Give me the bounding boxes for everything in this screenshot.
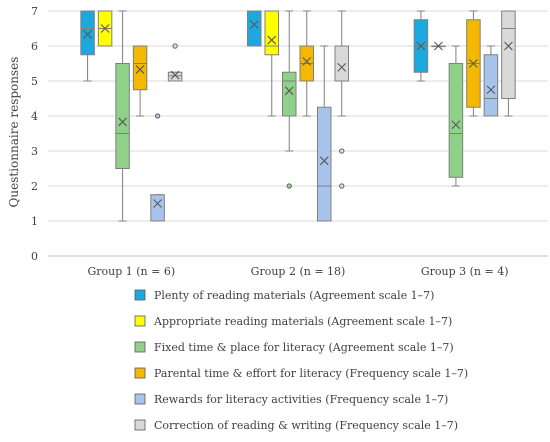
box-1-group-1	[80, 10, 95, 82]
legend-swatch	[134, 419, 146, 431]
x-category-label: Group 1 (n = 6)	[87, 265, 175, 278]
legend-swatch	[134, 341, 146, 353]
box-6-group-2	[334, 10, 349, 189]
box-3-group-1	[115, 10, 130, 222]
x-axis-categories: Group 1 (n = 6) Group 2 (n = 18) Group 3 (…	[87, 265, 508, 278]
mean-marker	[416, 41, 426, 51]
box	[264, 10, 279, 56]
box	[132, 45, 148, 91]
x-category-label: Group 3 (n = 4)	[421, 265, 509, 278]
y-axis-ticks: 0 1 2 3 4 5 6 7	[31, 5, 38, 263]
y-tick-label: 3	[31, 145, 38, 158]
y-tick-label: 1	[31, 215, 38, 228]
mean-marker	[469, 59, 478, 68]
legend-swatch	[134, 315, 146, 327]
box	[115, 63, 130, 169]
legend-item: Parental time & effort for literacy (Fre…	[134, 367, 468, 380]
mean-marker	[153, 199, 162, 208]
box	[334, 45, 349, 82]
legend-label: Correction of reading & writing (Frequen…	[154, 419, 458, 432]
outlier-point	[339, 148, 345, 154]
box	[483, 54, 499, 117]
plot-area	[80, 10, 516, 222]
box	[501, 10, 516, 99]
legend-swatch	[134, 393, 146, 405]
legend-item: Appropriate reading materials (Agreement…	[134, 315, 452, 328]
box-1-group-2	[247, 10, 262, 47]
legend-label: Fixed time & place for literacy (Agreeme…	[154, 341, 454, 354]
mean-marker	[486, 85, 496, 95]
box	[247, 10, 262, 47]
mean-marker	[135, 65, 145, 74]
box-2-group-1	[97, 10, 113, 47]
box	[80, 10, 95, 56]
box	[317, 106, 332, 222]
mean-marker	[284, 86, 294, 96]
grid-lines	[48, 10, 548, 257]
legend-item: Rewards for literacy activities (Frequen…	[134, 393, 448, 406]
y-tick-label: 6	[31, 40, 38, 53]
mean-marker	[319, 156, 329, 166]
legend-item: Plenty of reading materials (Agreement s…	[134, 289, 434, 302]
mean-marker	[302, 57, 312, 66]
box	[448, 63, 464, 178]
box-5-group-1	[150, 113, 165, 222]
box-3-group-3	[448, 45, 464, 187]
box-1-group-3	[413, 10, 429, 82]
box-4-group-1	[132, 45, 148, 117]
legend-label: Parental time & effort for literacy (Fre…	[154, 367, 468, 380]
y-tick-label: 5	[31, 75, 38, 88]
outlier-point	[154, 113, 161, 119]
mean-marker	[267, 35, 277, 45]
mean-marker	[434, 41, 443, 51]
mean-marker	[100, 24, 110, 33]
legend-swatch	[134, 289, 146, 301]
legend-label: Appropriate reading materials (Agreement…	[153, 315, 452, 328]
box-4-group-3	[466, 10, 481, 117]
mean-marker	[83, 30, 92, 39]
outlier-point	[339, 183, 345, 189]
legend: Plenty of reading materials (Agreement s…	[134, 289, 468, 432]
mean-marker	[170, 70, 180, 80]
mean-marker	[451, 120, 461, 130]
mean-marker	[249, 20, 259, 30]
mean-marker	[118, 117, 127, 127]
box-6-group-3	[501, 10, 516, 117]
legend-label: Plenty of reading materials (Agreement s…	[154, 289, 434, 302]
box-2-group-2	[264, 10, 279, 117]
box-2-group-3	[431, 41, 446, 51]
box-5-group-3	[483, 45, 499, 117]
box	[150, 194, 165, 222]
box-4-group-2	[299, 10, 314, 117]
outlier-point	[172, 43, 178, 49]
box	[282, 71, 297, 117]
y-tick-label: 0	[31, 250, 38, 263]
x-category-label: Group 2 (n = 18)	[251, 265, 346, 278]
legend-label: Rewards for literacy activities (Frequen…	[154, 393, 448, 406]
box-5-group-2	[317, 45, 332, 222]
mean-marker	[337, 62, 347, 72]
legend-item: Correction of reading & writing (Frequen…	[134, 419, 458, 432]
y-tick-label: 2	[31, 180, 38, 193]
mean-marker	[504, 41, 513, 51]
outlier-point	[286, 183, 292, 189]
y-axis-label: Questionnaire responses	[7, 57, 21, 208]
box-3-group-2	[282, 10, 297, 189]
y-tick-label: 7	[31, 5, 38, 18]
box	[167, 71, 183, 82]
y-tick-label: 4	[31, 110, 38, 123]
legend-swatch	[134, 367, 146, 379]
legend-item: Fixed time & place for literacy (Agreeme…	[134, 341, 454, 354]
box-6-group-1	[167, 43, 183, 82]
